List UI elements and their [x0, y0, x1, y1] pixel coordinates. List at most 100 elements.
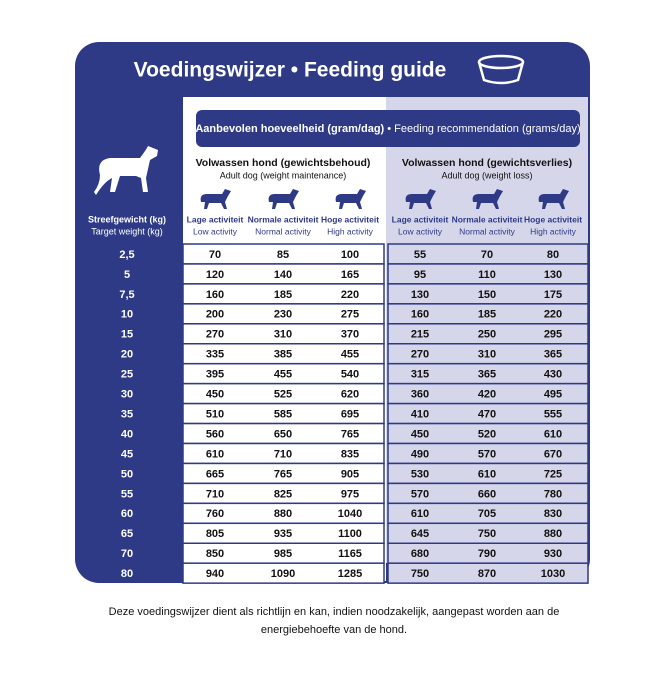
- activity-en: High activity: [530, 226, 577, 236]
- amount: 790: [478, 548, 496, 560]
- amount: 95: [414, 269, 426, 281]
- amount: 670: [544, 448, 562, 460]
- amount: 250: [478, 329, 496, 341]
- bowl-icon: [477, 54, 525, 85]
- activity-en: Low activity: [193, 226, 238, 236]
- amount: 510: [206, 408, 224, 420]
- amount: 750: [478, 528, 496, 540]
- weight: 10: [121, 309, 133, 321]
- amount: 335: [206, 349, 224, 361]
- activity-nl: Hoge activiteit: [321, 214, 379, 224]
- group-subtitle: Adult dog (weight loss): [441, 170, 532, 180]
- weight: 55: [121, 488, 133, 500]
- amount: 70: [481, 249, 493, 261]
- amount: 645: [411, 528, 429, 540]
- weight: 65: [121, 528, 133, 540]
- amount: 365: [544, 349, 562, 361]
- amount: 710: [274, 448, 292, 460]
- amount: 455: [274, 369, 292, 381]
- amount: 825: [274, 488, 292, 500]
- amount: 215: [411, 329, 429, 341]
- amount: 765: [341, 428, 359, 440]
- amount: 85: [277, 249, 289, 261]
- dog-icon: [405, 189, 436, 209]
- dog-silhouette: [94, 146, 158, 195]
- row-right: [387, 562, 589, 584]
- band-normal: • Feeding recommendation (grams/day): [387, 123, 580, 135]
- weight-header-en: Target weight (kg): [91, 226, 163, 236]
- amount: 520: [478, 428, 496, 440]
- group-title: Volwassen hond (gewichtsbehoud): [196, 157, 371, 169]
- dog-icon: [335, 189, 366, 209]
- weight: 25: [121, 369, 133, 381]
- amount: 680: [411, 548, 429, 560]
- amount: 1030: [541, 568, 565, 580]
- amount: 270: [206, 329, 224, 341]
- amount: 650: [274, 428, 292, 440]
- amount: 80: [547, 249, 559, 261]
- amount: 780: [544, 488, 562, 500]
- amount: 130: [544, 269, 562, 281]
- amount: 530: [411, 468, 429, 480]
- amount: 985: [274, 548, 292, 560]
- amount: 140: [274, 269, 292, 281]
- amount: 130: [411, 289, 429, 301]
- weight: 15: [121, 329, 133, 341]
- amount: 410: [411, 408, 429, 420]
- amount: 695: [341, 408, 359, 420]
- weight: 2,5: [119, 249, 134, 261]
- weight: 50: [121, 468, 133, 480]
- amount: 495: [544, 389, 562, 401]
- amount: 760: [206, 508, 224, 520]
- amount: 570: [411, 488, 429, 500]
- dog-icon: [268, 189, 299, 209]
- footer-line: energiebehoefte van de hond.: [261, 624, 407, 636]
- amount: 880: [544, 528, 562, 540]
- weight: 80: [121, 568, 133, 580]
- amount: 835: [341, 448, 359, 460]
- title: Voedingswijzer • Feeding guide: [134, 59, 447, 82]
- weight: 7,5: [119, 289, 134, 301]
- amount: 940: [206, 568, 224, 580]
- amount: 610: [411, 508, 429, 520]
- amount: 710: [206, 488, 224, 500]
- amount: 430: [544, 369, 562, 381]
- dog-icon: [472, 189, 503, 209]
- weight: 5: [124, 269, 130, 281]
- amount: 935: [274, 528, 292, 540]
- group-subtitle: Adult dog (weight maintenance): [220, 170, 347, 180]
- amount: 315: [411, 369, 429, 381]
- amount: 805: [206, 528, 224, 540]
- amount: 570: [478, 448, 496, 460]
- amount: 665: [206, 468, 224, 480]
- amount: 1165: [338, 548, 362, 560]
- amount: 295: [544, 329, 562, 341]
- amount: 70: [209, 249, 221, 261]
- amount: 150: [478, 289, 496, 301]
- band: [196, 110, 580, 147]
- amount: 55: [414, 249, 426, 261]
- activity-en: Low activity: [398, 226, 443, 236]
- amount: 200: [206, 309, 224, 321]
- dog-icon: [200, 189, 231, 209]
- amount: 220: [341, 289, 359, 301]
- amount: 765: [274, 468, 292, 480]
- amount: 725: [544, 468, 562, 480]
- amount: 365: [478, 369, 496, 381]
- amount: 610: [206, 448, 224, 460]
- amount: 1040: [338, 508, 362, 520]
- amount: 310: [274, 329, 292, 341]
- amount: 660: [478, 488, 496, 500]
- amount: 585: [274, 408, 292, 420]
- amount: 905: [341, 468, 359, 480]
- amount: 560: [206, 428, 224, 440]
- amount: 275: [341, 309, 359, 321]
- amount: 870: [478, 568, 496, 580]
- amount: 160: [206, 289, 224, 301]
- amount: 975: [341, 488, 359, 500]
- amount: 385: [274, 349, 292, 361]
- amount: 230: [274, 309, 292, 321]
- amount: 220: [544, 309, 562, 321]
